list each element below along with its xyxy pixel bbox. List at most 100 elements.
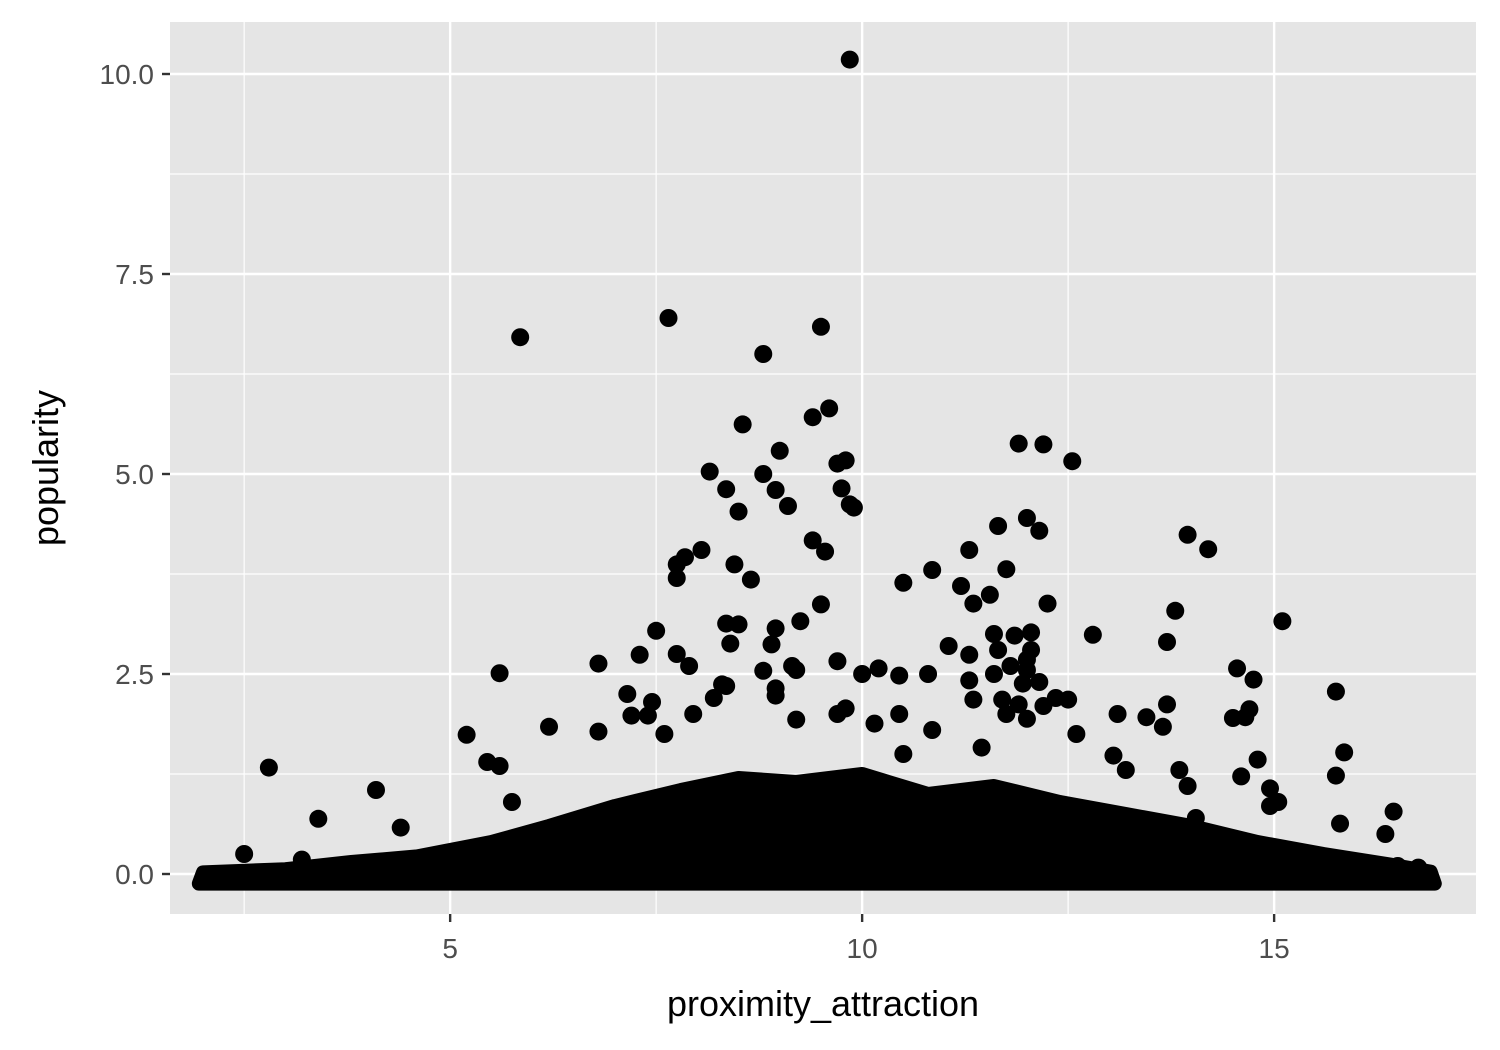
data-point bbox=[1009, 434, 1028, 453]
data-point bbox=[865, 714, 884, 733]
data-point bbox=[667, 569, 686, 587]
data-point bbox=[741, 570, 760, 589]
data-point bbox=[667, 645, 686, 663]
data-point bbox=[391, 818, 410, 837]
data-points bbox=[235, 50, 1428, 877]
data-point bbox=[540, 717, 559, 736]
data-point bbox=[235, 845, 254, 863]
data-point bbox=[964, 594, 983, 613]
data-point bbox=[659, 309, 678, 327]
data-point bbox=[1409, 858, 1428, 877]
data-point bbox=[1248, 750, 1267, 769]
data-point bbox=[754, 345, 773, 363]
data-point bbox=[1001, 657, 1020, 675]
data-point bbox=[754, 465, 773, 483]
data-point bbox=[984, 665, 1003, 683]
data-point bbox=[1153, 717, 1172, 736]
data-point bbox=[259, 758, 278, 777]
data-point bbox=[1273, 612, 1292, 631]
data-point bbox=[1108, 705, 1127, 723]
data-point bbox=[490, 664, 509, 683]
data-point bbox=[729, 502, 748, 521]
data-point bbox=[791, 612, 810, 631]
data-point bbox=[997, 705, 1016, 723]
data-point bbox=[292, 850, 311, 869]
data-point bbox=[1228, 659, 1247, 678]
data-point bbox=[840, 50, 859, 69]
data-point bbox=[1116, 761, 1135, 779]
data-point bbox=[1158, 633, 1177, 651]
data-point bbox=[667, 555, 686, 574]
data-point bbox=[684, 705, 703, 723]
data-point bbox=[984, 625, 1003, 643]
data-point bbox=[717, 677, 736, 695]
data-point bbox=[729, 615, 748, 634]
data-point bbox=[960, 671, 979, 690]
data-point bbox=[733, 415, 752, 434]
data-point bbox=[960, 645, 979, 664]
data-point bbox=[1331, 814, 1350, 833]
data-point bbox=[1038, 594, 1057, 613]
data-point bbox=[589, 722, 608, 741]
data-point bbox=[989, 641, 1008, 659]
data-point bbox=[1030, 521, 1049, 540]
data-point bbox=[622, 706, 641, 725]
data-point bbox=[1013, 674, 1032, 693]
data-point bbox=[997, 560, 1016, 579]
data-point bbox=[655, 725, 674, 743]
data-point bbox=[1388, 857, 1407, 875]
data-point bbox=[1005, 626, 1024, 645]
data-point bbox=[1384, 802, 1403, 821]
data-point bbox=[778, 497, 797, 515]
data-point bbox=[1261, 797, 1280, 815]
data-point bbox=[1244, 670, 1263, 689]
data-point bbox=[309, 809, 328, 828]
data-point bbox=[1166, 601, 1185, 620]
data-point bbox=[704, 689, 723, 707]
data-point bbox=[1335, 743, 1354, 762]
data-point bbox=[828, 454, 847, 473]
y-tick-label: 7.5 bbox=[115, 259, 154, 290]
data-point bbox=[721, 634, 740, 653]
y-tick-label: 10.0 bbox=[100, 59, 155, 90]
data-point bbox=[1339, 853, 1358, 871]
data-point bbox=[853, 665, 872, 683]
data-point bbox=[502, 793, 521, 811]
data-point bbox=[1017, 509, 1036, 527]
data-point bbox=[1261, 779, 1280, 798]
data-point bbox=[890, 705, 909, 723]
data-point bbox=[766, 619, 785, 638]
data-point bbox=[700, 462, 719, 481]
y-tick-label: 5.0 bbox=[115, 459, 154, 490]
data-point bbox=[1232, 767, 1251, 786]
data-point bbox=[964, 690, 983, 709]
data-point bbox=[366, 781, 385, 799]
data-point bbox=[1170, 761, 1189, 779]
data-point bbox=[725, 555, 744, 574]
data-point bbox=[803, 531, 822, 550]
data-point bbox=[890, 666, 909, 685]
data-point bbox=[630, 645, 649, 664]
x-tick-label: 10 bbox=[847, 933, 878, 964]
data-point bbox=[754, 661, 773, 680]
data-point bbox=[894, 573, 913, 592]
data-point bbox=[1240, 700, 1259, 719]
data-point bbox=[787, 661, 806, 679]
data-point bbox=[1326, 682, 1345, 701]
data-point bbox=[1030, 673, 1049, 691]
data-point bbox=[787, 710, 806, 729]
data-point bbox=[820, 399, 839, 418]
data-point bbox=[457, 725, 476, 744]
data-point bbox=[1017, 661, 1036, 679]
data-point bbox=[762, 635, 781, 654]
data-point bbox=[1104, 746, 1123, 765]
data-point bbox=[1022, 623, 1041, 642]
x-tick-label: 15 bbox=[1259, 933, 1290, 964]
data-point bbox=[1083, 625, 1102, 644]
data-point bbox=[828, 705, 847, 723]
data-point bbox=[919, 665, 938, 683]
data-point bbox=[1009, 695, 1028, 714]
data-point bbox=[993, 690, 1012, 709]
data-point bbox=[828, 652, 847, 671]
